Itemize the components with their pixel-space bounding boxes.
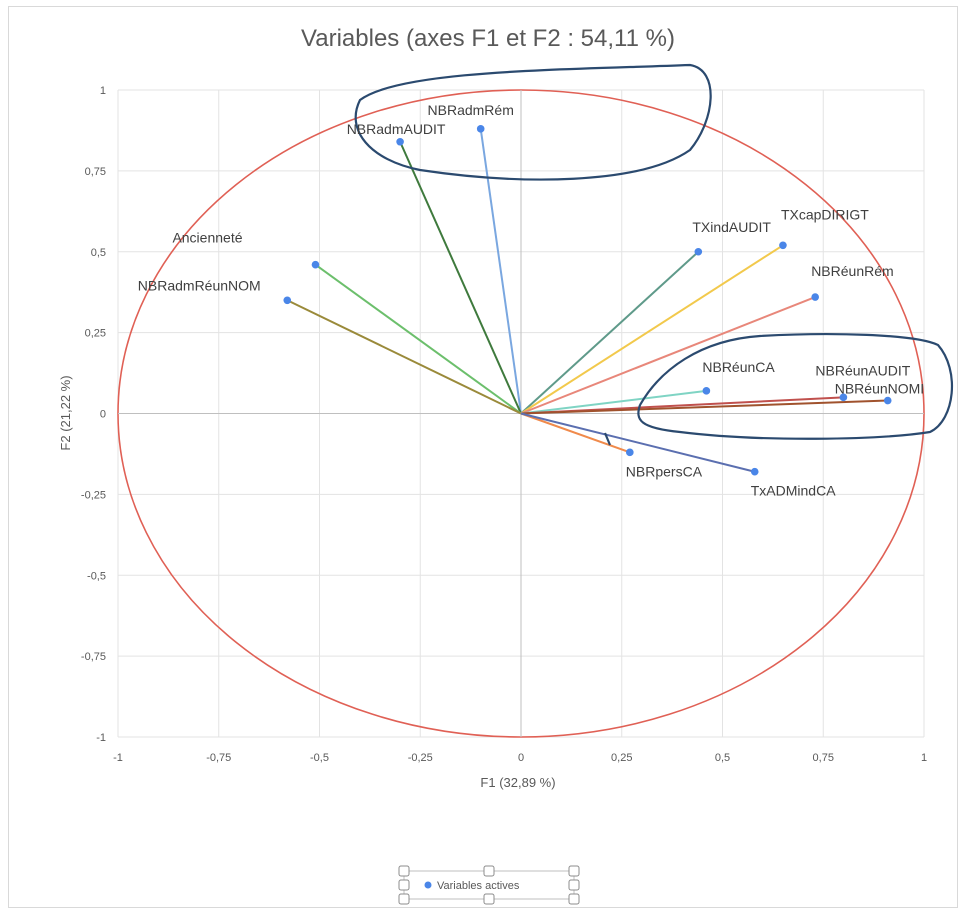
variable-points: [283, 125, 892, 476]
selection-handle[interactable]: [568, 893, 580, 905]
label-NBRéunRém: NBRéunRém: [811, 263, 893, 279]
tick-labels: -1 -0,75 -0,5 -0,25 0 0,25 0,5 0,75 1 -1 -0,75 -0,5…: [81, 85, 927, 764]
selection-handle[interactable]: [568, 865, 580, 877]
legend-marker: [424, 881, 432, 889]
vector-NBRadmRéunNOM: [286, 299, 522, 415]
x-tick-label: 1: [921, 752, 927, 764]
label-NBRadmRéunNOM: NBRadmRéunNOM: [138, 277, 261, 293]
x-tick-label: 0: [518, 752, 524, 764]
annotation-loop-right: [637, 333, 954, 440]
x-tick-label: -0,5: [310, 752, 329, 764]
point-NBRadmRém: [476, 125, 485, 133]
legend-label: Variables actives: [437, 880, 520, 892]
chart-title: Variables (axes F1 et F2 : 54,11 %): [301, 25, 675, 52]
legend-selection-handles[interactable]: [398, 865, 580, 905]
label-NBRéunAUDIT: NBRéunAUDIT: [815, 362, 910, 378]
x-tick-label: 0,25: [611, 752, 632, 764]
vector-NBRéunRém: [520, 296, 816, 415]
label-NBRpersCA: NBRpersCA: [626, 463, 703, 479]
vector-NBRéunCA: [520, 389, 707, 415]
label-TxADMindCA: TxADMindCA: [751, 483, 836, 499]
y-tick-label: 0,25: [85, 328, 106, 340]
x-axis-title: F1 (32,89 %): [480, 775, 555, 790]
annotation-tick-mark: [603, 432, 612, 446]
label-TXindAUDIT: TXindAUDIT: [692, 219, 771, 235]
x-tick-label: -0,75: [206, 752, 231, 764]
y-tick-label: -0,5: [87, 570, 106, 582]
point-NBRéunCA: [702, 387, 711, 395]
label-NBRadmAUDIT: NBRadmAUDIT: [347, 121, 446, 137]
selection-handle[interactable]: [398, 865, 410, 877]
chart-frame: [8, 6, 958, 908]
point-NBRéunRém: [811, 293, 819, 301]
label-NBRéunNOMI: NBRéunNOMI: [835, 381, 924, 397]
selection-handle[interactable]: [398, 893, 410, 905]
point-NBRéunAUDIT: [839, 393, 848, 402]
vector-Ancienneté: [314, 263, 522, 415]
y-tick-label: -0,75: [81, 651, 106, 663]
selection-handle[interactable]: [483, 893, 495, 905]
x-tick-label: 0,5: [715, 752, 730, 764]
vector-NBRéunNOMI: [520, 399, 888, 415]
point-Ancienneté: [311, 260, 320, 269]
label-NBRadmRém: NBRadmRém: [428, 102, 514, 118]
point-NBRpersCA: [626, 448, 634, 457]
y-axis-title: F2 (21,22 %): [58, 375, 73, 450]
x-tick-label: -1: [113, 752, 123, 764]
label-NBRéunCA: NBRéunCA: [702, 359, 775, 375]
y-tick-label: 1: [100, 85, 106, 97]
point-TxADMindCA: [750, 467, 759, 476]
variable-vectors: [286, 128, 888, 473]
vector-NBRpersCA: [520, 412, 631, 454]
point-TXindAUDIT: [694, 247, 703, 256]
y-tick-label: -0,25: [81, 489, 106, 501]
selection-handle[interactable]: [398, 879, 410, 891]
vector-TxADMindCA: [520, 412, 755, 473]
y-tick-label: 0,5: [91, 247, 106, 259]
x-tick-label: -0,25: [408, 752, 433, 764]
variable-labels: NBRadmRém NBRadmAUDIT Ancienneté NBRadmRéun…: [138, 102, 924, 499]
point-NBRadmRéunNOM: [283, 296, 292, 305]
selection-handle[interactable]: [568, 879, 580, 891]
y-tick-label: -1: [96, 732, 106, 744]
label-Ancienneté: Ancienneté: [172, 230, 242, 246]
annotation-loop-top: [354, 63, 712, 181]
point-TXcapDIRIGT: [779, 241, 787, 250]
point-NBRadmAUDIT: [396, 137, 404, 146]
x-tick-label: 0,75: [813, 752, 834, 764]
vector-TXindAUDIT: [520, 251, 699, 415]
y-tick-label: 0,75: [85, 166, 106, 178]
point-NBRéunNOMI: [883, 396, 892, 405]
label-TXcapDIRIGT: TXcapDIRIGT: [781, 206, 869, 222]
vector-NBRadmRém: [479, 128, 522, 414]
vector-TXcapDIRIGT: [520, 244, 784, 415]
y-tick-label: 0: [100, 409, 106, 421]
hand-drawn-annotations: [354, 63, 954, 446]
vector-NBRadmAUDIT: [399, 141, 522, 414]
selection-handle[interactable]: [483, 865, 495, 877]
